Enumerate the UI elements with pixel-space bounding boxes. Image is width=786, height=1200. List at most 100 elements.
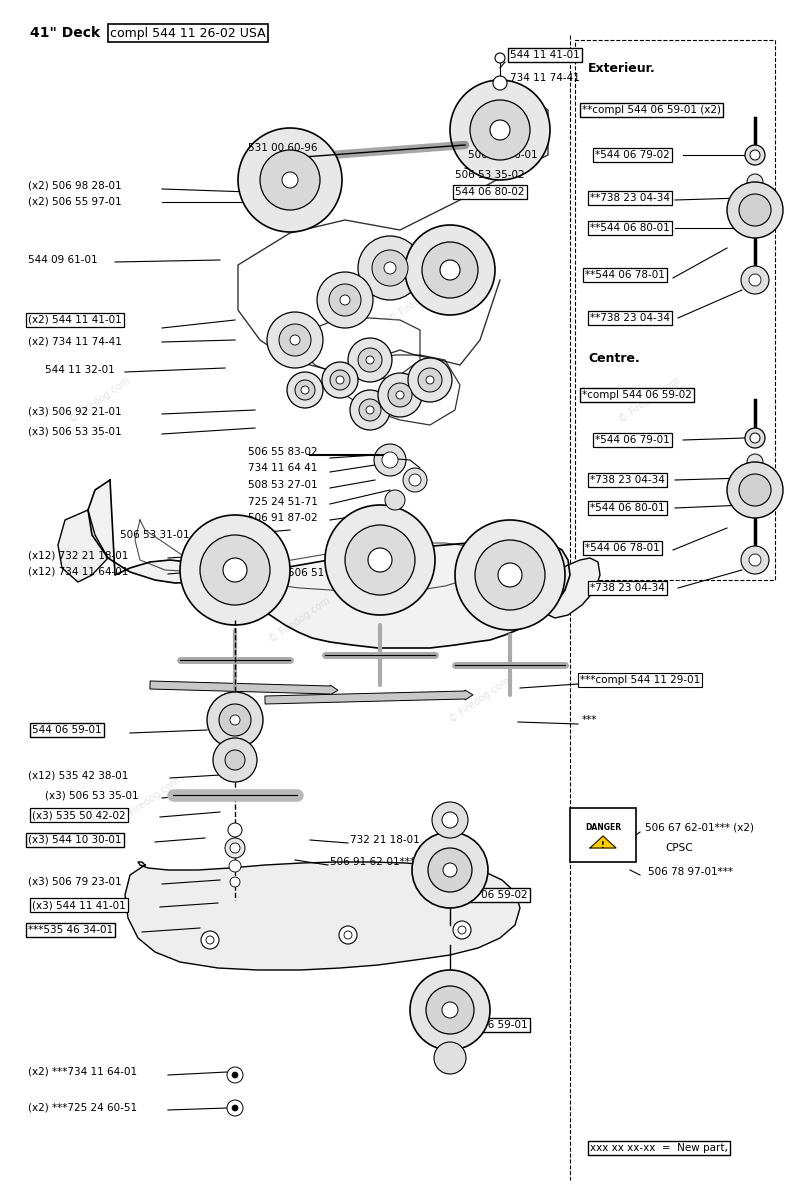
Text: (x2) ***734 11 64-01: (x2) ***734 11 64-01 <box>28 1067 137 1078</box>
Circle shape <box>426 986 474 1034</box>
Circle shape <box>336 376 344 384</box>
Circle shape <box>747 174 763 190</box>
Text: *738 23 04-34: *738 23 04-34 <box>590 475 665 485</box>
Circle shape <box>348 338 392 382</box>
Text: 544 06 59-02: 544 06 59-02 <box>458 890 527 900</box>
Circle shape <box>432 802 468 838</box>
Text: 506 77 86-01: 506 77 86-01 <box>468 150 538 160</box>
Circle shape <box>344 931 352 938</box>
Circle shape <box>201 931 219 949</box>
Text: 41" Deck: 41" Deck <box>30 26 100 40</box>
Circle shape <box>219 704 251 736</box>
Circle shape <box>426 376 434 384</box>
Circle shape <box>340 295 350 305</box>
Text: © Firedog.com: © Firedog.com <box>447 676 512 725</box>
Circle shape <box>750 150 760 160</box>
Circle shape <box>739 474 771 506</box>
Circle shape <box>372 250 408 286</box>
Text: (x3) 506 53 35-01: (x3) 506 53 35-01 <box>45 790 138 800</box>
Polygon shape <box>88 480 570 648</box>
Text: © Firedog.com: © Firedog.com <box>267 595 332 644</box>
Circle shape <box>434 1042 466 1074</box>
Text: (x12) 535 42 38-01: (x12) 535 42 38-01 <box>28 770 128 780</box>
Circle shape <box>741 266 769 294</box>
FancyBboxPatch shape <box>570 808 636 862</box>
Text: 506 51 95-01: 506 51 95-01 <box>288 568 358 578</box>
Text: 734 11 74-41: 734 11 74-41 <box>510 73 580 83</box>
Circle shape <box>358 348 382 372</box>
Circle shape <box>279 324 311 356</box>
Circle shape <box>230 877 240 887</box>
Text: **544 06 78-01: **544 06 78-01 <box>585 270 665 280</box>
Text: © Firedog.com: © Firedog.com <box>618 376 682 425</box>
Circle shape <box>741 546 769 574</box>
Text: 544 06 59-01: 544 06 59-01 <box>458 1020 527 1030</box>
Circle shape <box>440 260 460 280</box>
Text: 544 06 80-02: 544 06 80-02 <box>455 187 524 197</box>
Circle shape <box>749 274 761 286</box>
Polygon shape <box>590 836 616 848</box>
Text: 734 11 64 41: 734 11 64 41 <box>248 463 318 473</box>
Circle shape <box>442 1002 458 1018</box>
Circle shape <box>267 312 323 368</box>
Circle shape <box>339 926 357 944</box>
Circle shape <box>232 1072 238 1078</box>
Text: ***535 46 34-01: ***535 46 34-01 <box>28 925 113 935</box>
Circle shape <box>229 860 241 872</box>
Text: 506 55 83-02: 506 55 83-02 <box>248 446 318 457</box>
Text: *compl 544 06 59-02: *compl 544 06 59-02 <box>582 390 692 400</box>
Text: (x3) 535 50 42-02: (x3) 535 50 42-02 <box>32 810 126 820</box>
Text: 544 09 61-01: 544 09 61-01 <box>28 254 97 265</box>
Circle shape <box>378 373 422 416</box>
Circle shape <box>287 372 323 408</box>
Circle shape <box>453 922 471 938</box>
Text: (x2) 506 55 97-01: (x2) 506 55 97-01 <box>28 197 122 206</box>
Circle shape <box>747 454 763 470</box>
Circle shape <box>238 128 342 232</box>
Circle shape <box>322 362 358 398</box>
Circle shape <box>727 182 783 238</box>
FancyArrow shape <box>265 690 473 704</box>
Circle shape <box>207 692 263 748</box>
Circle shape <box>213 738 257 782</box>
Circle shape <box>409 474 421 486</box>
Circle shape <box>410 970 490 1050</box>
Circle shape <box>374 444 406 476</box>
Text: DANGER: DANGER <box>585 823 621 833</box>
Circle shape <box>727 462 783 518</box>
FancyArrow shape <box>150 682 338 695</box>
Text: *738 23 04-34: *738 23 04-34 <box>590 583 665 593</box>
Text: (x3) 544 11 41-01: (x3) 544 11 41-01 <box>32 900 126 910</box>
Text: ***: *** <box>582 715 597 725</box>
Polygon shape <box>58 510 108 582</box>
Circle shape <box>301 386 309 394</box>
Circle shape <box>330 370 350 390</box>
Text: ***compl 544 11 29-01: ***compl 544 11 29-01 <box>580 674 700 685</box>
Circle shape <box>180 515 290 625</box>
Text: © Firedog.com: © Firedog.com <box>387 275 453 325</box>
Circle shape <box>750 433 760 443</box>
Circle shape <box>225 750 245 770</box>
Text: 732 21 18-01: 732 21 18-01 <box>350 835 420 845</box>
Circle shape <box>403 468 427 492</box>
Circle shape <box>498 563 522 587</box>
Text: (x3) 506 79 23-01: (x3) 506 79 23-01 <box>28 877 122 887</box>
Text: 506 53 35-02: 506 53 35-02 <box>455 170 524 180</box>
Text: (x12) 732 21 18-01: (x12) 732 21 18-01 <box>28 550 128 560</box>
Text: (x12) 734 11 64-01: (x12) 734 11 64-01 <box>28 566 128 577</box>
Circle shape <box>232 1105 238 1111</box>
Polygon shape <box>125 862 520 970</box>
Text: (x2) ***725 24 60-51: (x2) ***725 24 60-51 <box>28 1103 137 1114</box>
Text: *544 06 80-01: *544 06 80-01 <box>590 503 665 514</box>
Text: (x2) 734 11 74-41: (x2) 734 11 74-41 <box>28 337 122 347</box>
Circle shape <box>282 172 298 188</box>
Circle shape <box>230 715 240 725</box>
Text: 531 00 60-96: 531 00 60-96 <box>248 143 318 152</box>
Text: (x2) 544 11 41-01: (x2) 544 11 41-01 <box>28 314 122 325</box>
FancyBboxPatch shape <box>575 40 775 580</box>
Circle shape <box>227 1067 243 1082</box>
Circle shape <box>329 284 361 316</box>
Text: xxx xx xx-xx  =  New part,: xxx xx xx-xx = New part, <box>590 1142 728 1153</box>
Text: *544 06 79-02: *544 06 79-02 <box>595 150 670 160</box>
Circle shape <box>290 335 300 346</box>
